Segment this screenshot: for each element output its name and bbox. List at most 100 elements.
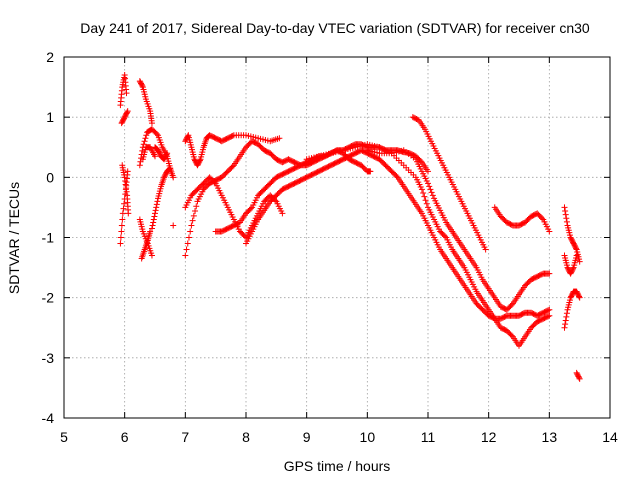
data-point — [563, 218, 570, 225]
data-point — [187, 228, 194, 235]
data-point — [247, 205, 254, 212]
data-point — [124, 108, 131, 115]
data-point — [429, 192, 436, 199]
data-point — [193, 203, 200, 210]
data-point — [545, 307, 552, 314]
data-point — [125, 210, 132, 217]
data-point — [423, 200, 430, 207]
data-point — [562, 208, 569, 215]
y-tick-label: 0 — [46, 169, 54, 185]
data-point — [139, 82, 146, 89]
data-point — [229, 163, 236, 170]
data-point — [428, 189, 435, 196]
data-point — [188, 222, 195, 229]
data-point — [279, 210, 286, 217]
x-tick-label: 5 — [60, 429, 68, 445]
y-axis-label: SDTVAR / TECUs — [6, 182, 22, 294]
data-point — [576, 374, 583, 381]
data-point — [576, 258, 583, 265]
x-tick-label: 6 — [121, 429, 129, 445]
data-point — [576, 294, 583, 301]
data-point — [546, 228, 553, 235]
data-point — [149, 222, 156, 229]
data-point — [164, 150, 171, 157]
y-tick-label: -3 — [42, 350, 55, 366]
chart-title: Day 241 of 2017, Sidereal Day-to-day VTE… — [80, 20, 590, 36]
data-point — [117, 234, 124, 241]
data-point — [546, 312, 553, 319]
data-point — [573, 245, 580, 252]
data-point — [508, 301, 515, 308]
y-tick-label: -2 — [42, 290, 55, 306]
data-point — [143, 132, 150, 139]
x-tick-label: 10 — [360, 429, 376, 445]
data-point — [562, 211, 569, 218]
data-point — [184, 240, 191, 247]
data-point — [185, 234, 192, 241]
data-point — [121, 200, 128, 207]
data-point — [184, 133, 191, 140]
data-point — [170, 222, 177, 229]
data-point — [422, 197, 429, 204]
x-tick-label: 8 — [242, 429, 250, 445]
data-point — [573, 252, 580, 259]
data-point — [166, 165, 173, 172]
data-point — [482, 246, 489, 253]
data-point — [563, 310, 570, 317]
data-point — [561, 324, 568, 331]
data-point — [118, 222, 125, 229]
data-point — [148, 225, 155, 232]
data-point — [150, 216, 157, 223]
data-point — [192, 208, 199, 215]
x-tick-label: 7 — [181, 429, 189, 445]
data-point — [124, 109, 131, 116]
x-tick-label: 13 — [542, 429, 558, 445]
y-tick-label: 1 — [46, 109, 54, 125]
data-point — [136, 162, 143, 169]
data-point — [167, 165, 174, 172]
data-point — [142, 135, 149, 142]
data-point — [196, 157, 203, 164]
data-point — [118, 228, 125, 235]
data-point — [563, 313, 570, 320]
data-point — [562, 317, 569, 324]
x-tick-label: 11 — [421, 429, 436, 445]
data-point — [427, 186, 434, 193]
data-point — [211, 179, 218, 186]
data-point — [420, 189, 427, 196]
y-tick-label: -4 — [42, 410, 55, 426]
data-point — [229, 132, 236, 139]
data-point — [182, 252, 189, 259]
y-tick-label: 2 — [46, 49, 54, 65]
data-point — [119, 216, 126, 223]
data-point — [148, 120, 155, 127]
data-point — [425, 168, 431, 175]
data-point — [561, 204, 568, 211]
data-point — [150, 219, 157, 226]
data-point — [152, 153, 158, 160]
data-point — [576, 375, 583, 382]
data-point — [117, 240, 124, 247]
data-point — [441, 233, 448, 240]
data-point — [147, 228, 154, 235]
data-point — [276, 135, 283, 142]
data-point — [189, 217, 196, 224]
data-point — [140, 141, 147, 148]
data-point — [539, 215, 546, 222]
data-point — [563, 215, 570, 222]
data-point — [120, 205, 127, 212]
data-point — [163, 151, 170, 158]
data-point — [418, 186, 425, 193]
data-point — [576, 293, 583, 300]
data-point — [153, 201, 160, 208]
data-point — [170, 174, 177, 181]
y-tick-label: -1 — [42, 230, 55, 246]
data-point — [421, 193, 428, 200]
data-point — [151, 213, 158, 220]
data-point — [367, 168, 374, 175]
x-tick-label: 9 — [303, 429, 311, 445]
data-point — [569, 265, 576, 272]
